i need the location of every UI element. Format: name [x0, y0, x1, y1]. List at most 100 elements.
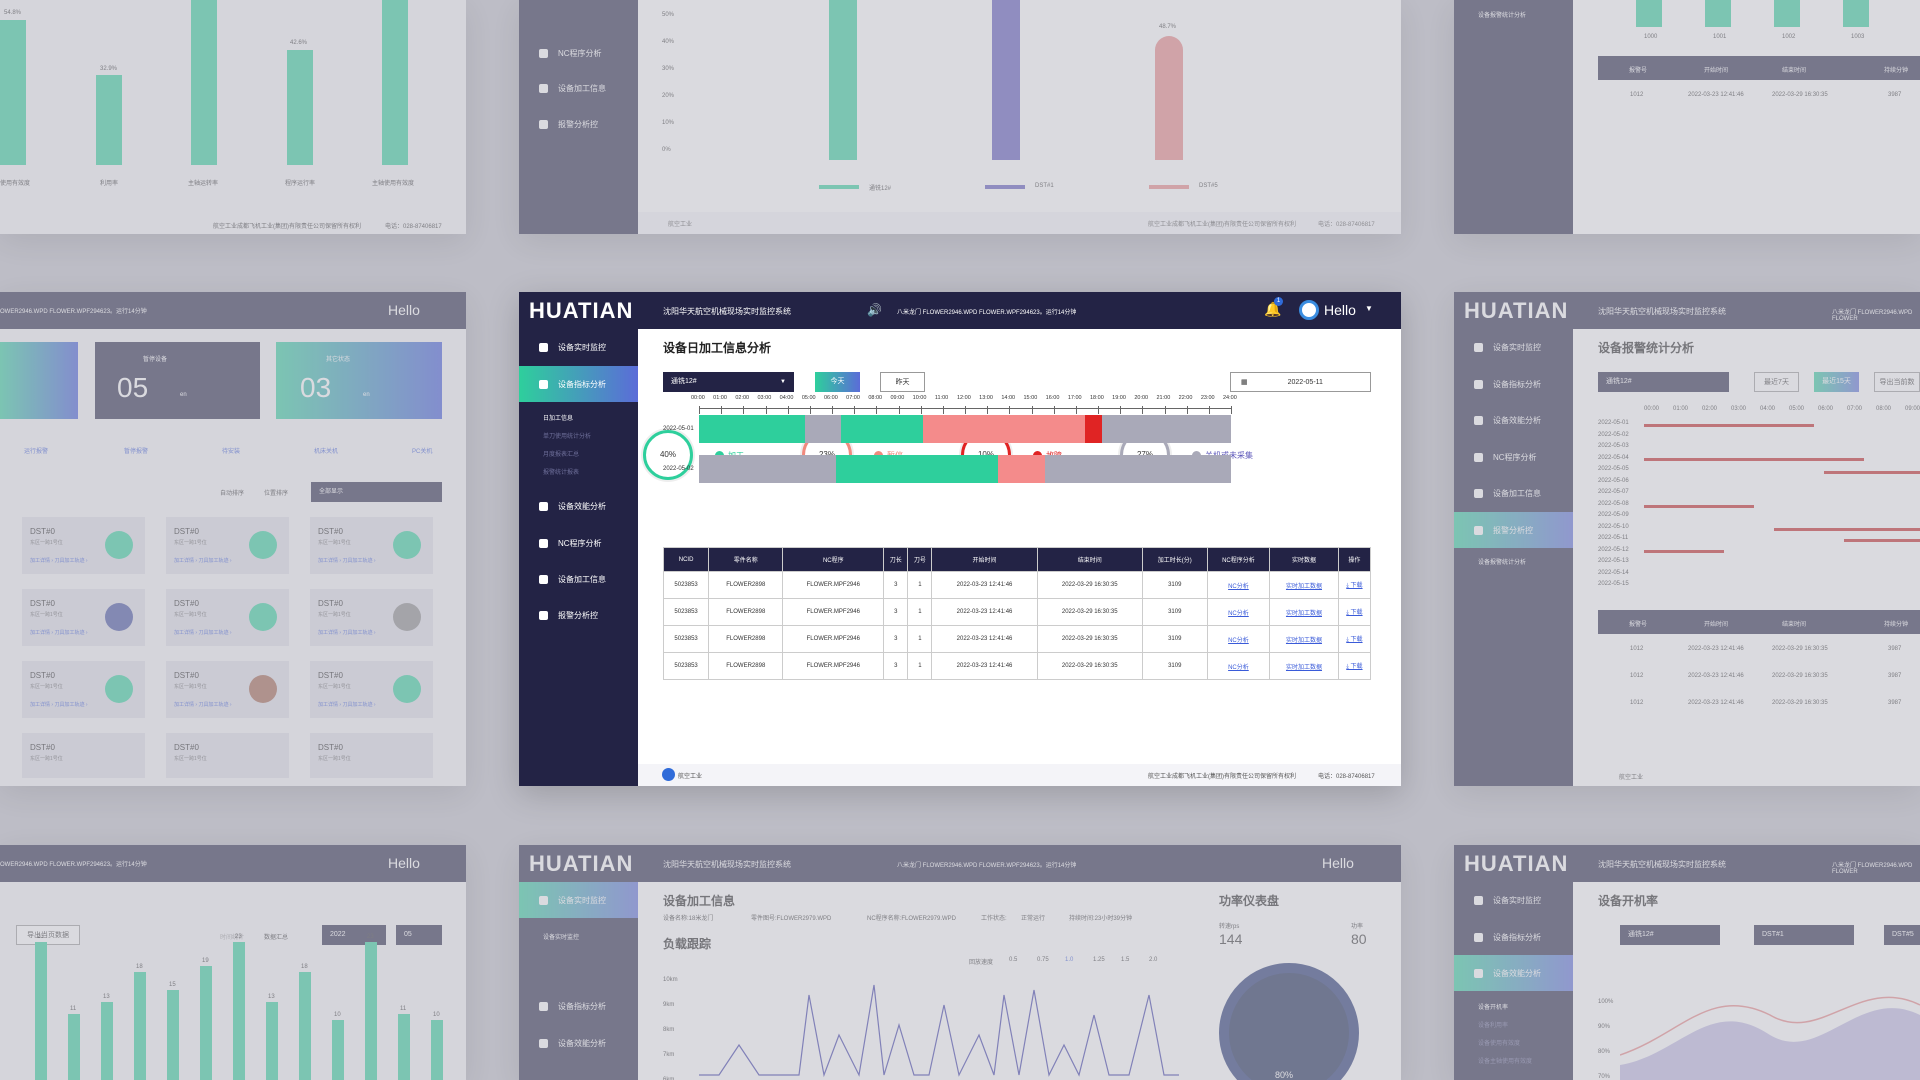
menu-item-index[interactable]: 设备指标分析	[519, 366, 638, 402]
table-row: 5023853 FLOWER2898 FLOWER.MPF2946 3 1 2022-03…	[662, 598, 1372, 626]
menu-item-alarm[interactable]: 报警分析控	[1454, 512, 1573, 548]
device-card[interactable]: DST#0 东区一跨1号位 加工详情 › 刀具加工轨迹 ›	[166, 589, 289, 646]
export-page-button[interactable]: 导出当页数据	[16, 925, 80, 945]
grid-icon	[1474, 895, 1483, 905]
speed-option[interactable]: 1.25	[1093, 957, 1105, 963]
bg-panel-top-mid: NC程序分析 设备加工信息 报警分析控 48.7% 50% 40% 30% 20…	[519, 0, 1401, 234]
timeline-segment	[1084, 415, 1103, 443]
menu-item-index[interactable]: 设备指标分析	[519, 988, 638, 1024]
speed-option[interactable]: 0.5	[1009, 957, 1018, 963]
device-select[interactable]: 通铣12#	[1598, 372, 1729, 392]
device-select-3[interactable]: DST#5	[1884, 925, 1920, 945]
chevron-down-icon: ▼	[780, 379, 786, 385]
menu-item-nc[interactable]: NC程序分析	[1454, 439, 1573, 475]
device-card[interactable]: DST#0 东区一跨1号位 加工详情 › 刀具加工轨迹 ›	[310, 517, 433, 574]
device-card[interactable]: DST#0 东区一跨1号位	[166, 733, 289, 778]
year-select[interactable]: 2022	[322, 925, 386, 945]
menu-item-efficiency[interactable]: 设备效能分析	[519, 488, 638, 524]
menu-item-efficiency[interactable]: 设备效能分析	[1454, 955, 1573, 991]
export-button[interactable]: 导出当前数	[1874, 372, 1920, 392]
nc-analysis-link[interactable]: NC分析	[1228, 610, 1249, 617]
hour-tick	[743, 406, 745, 414]
submenu-tool-usage[interactable]: 单刀使用统计分析	[543, 434, 592, 440]
device-card[interactable]: DST#0 东区一跨1号位 加工详情 › 刀具加工轨迹 ›	[22, 517, 145, 574]
menu-item-realtime[interactable]: 设备实时监控	[519, 329, 638, 365]
nc-analysis-link[interactable]: NC分析	[1228, 583, 1249, 590]
hour-tick-label: 09:00	[1905, 406, 1920, 412]
last-7-days-button[interactable]: 最近7天	[1754, 372, 1799, 392]
speed-option[interactable]: 1.0	[1065, 957, 1074, 963]
device-select-1[interactable]: 通铣12#	[1620, 925, 1720, 945]
table-cell: 实时加工数据	[1269, 598, 1339, 626]
submenu-alarm-report[interactable]: 报警统计报表	[543, 470, 580, 476]
realtime-data-link[interactable]: 实时加工数据	[1285, 610, 1322, 617]
menu-item-realtime[interactable]: 设备实时监控	[519, 882, 638, 918]
table-cell: 2022-03-23 12:41:46	[931, 571, 1038, 599]
y-tick: 50%	[662, 12, 675, 18]
last-15-days-button[interactable]: 最近15天	[1814, 372, 1859, 392]
hour-tick	[987, 406, 989, 414]
load-line-chart	[699, 984, 1179, 1078]
status-card-pause: 暂停设备 05 en	[95, 342, 260, 419]
axis-label: 利用率	[100, 181, 119, 187]
menu-item-realtime[interactable]: 设备实时监控	[1454, 329, 1573, 365]
menu-item-realtime[interactable]: 设备实时监控	[1454, 882, 1573, 918]
device-card[interactable]: DST#0 东区一跨1号位 加工详情 › 刀具加工轨迹 ›	[166, 517, 289, 574]
device-card[interactable]: DST#0 东区一跨1号位	[22, 733, 145, 778]
device-select-2[interactable]: DST#1	[1754, 925, 1854, 945]
hour-tick-label: 01:00	[713, 395, 727, 401]
table-cell: 实时加工数据	[1269, 625, 1339, 653]
avatar[interactable]	[1299, 300, 1319, 320]
speed-option[interactable]: 1.5	[1121, 957, 1130, 963]
submenu-monthly-report[interactable]: 月度报表汇总	[543, 452, 580, 458]
table-cell: 5023853	[662, 598, 710, 626]
menu-item-efficiency[interactable]: 设备效能分析	[1454, 402, 1573, 438]
submenu-daily-info[interactable]: 日加工信息	[543, 416, 574, 422]
month-select[interactable]: 05	[396, 925, 442, 945]
realtime-data-link[interactable]: 实时加工数据	[1285, 664, 1322, 671]
device-card[interactable]: DST#0 东区一跨1号位 加工详情 › 刀具加工轨迹 ›	[22, 661, 145, 718]
date-tick-label: 2022-05-14	[1598, 569, 1629, 576]
hour-tick-label: 20:00	[1134, 395, 1149, 401]
menu-item-index[interactable]: 设备指标分析	[1454, 919, 1573, 955]
device-select[interactable]: 通铣12# ▼	[663, 372, 794, 392]
today-button[interactable]: 今天	[815, 372, 860, 392]
speed-option[interactable]: 0.75	[1037, 957, 1049, 963]
download-link[interactable]: ⤓ 下载	[1346, 610, 1363, 616]
y-tick: 10%	[662, 120, 675, 126]
nc-analysis-link[interactable]: NC分析	[1228, 664, 1249, 671]
menu-item-index[interactable]: 设备指标分析	[1454, 366, 1573, 402]
menu-item-nc[interactable]: NC程序分析	[519, 525, 638, 561]
display-select[interactable]: 全部显示	[311, 482, 442, 502]
realtime-data-link[interactable]: 实时加工数据	[1285, 637, 1322, 644]
menu-item-nc[interactable]: NC程序分析	[519, 35, 638, 71]
nc-analysis-link[interactable]: NC分析	[1228, 637, 1249, 644]
yesterday-button[interactable]: 昨天	[880, 372, 925, 392]
menu-item-alarm[interactable]: 报警分析控	[519, 597, 638, 633]
device-card[interactable]: DST#0 东区一跨1号位	[310, 733, 433, 778]
device-card[interactable]: DST#0 东区一跨1号位 加工详情 › 刀具加工轨迹 ›	[310, 589, 433, 646]
realtime-data-link[interactable]: 实时加工数据	[1285, 583, 1322, 590]
chevron-down-icon[interactable]: ▼	[1365, 304, 1373, 313]
device-card[interactable]: DST#0 东区一跨1号位 加工详情 › 刀具加工轨迹 ›	[22, 589, 145, 646]
header: OWER2946.WPD FLOWER.WPF294623。运行14分钟 Hel…	[0, 292, 466, 329]
timeline-segment	[699, 455, 837, 483]
menu-item-process-info[interactable]: 设备加工信息	[519, 70, 638, 106]
bar	[101, 1002, 113, 1080]
user-greeting[interactable]: Hello	[1324, 302, 1356, 318]
device-card[interactable]: DST#0 东区一跨1号位 加工详情 › 刀具加工轨迹 ›	[166, 661, 289, 718]
download-link[interactable]: ⤓ 下载	[1346, 637, 1363, 643]
download-link[interactable]: ⤓ 下载	[1346, 583, 1363, 589]
menu-item-alarm[interactable]: 报警分析控	[519, 106, 638, 142]
download-link[interactable]: ⤓ 下载	[1346, 664, 1363, 670]
menu-item-process-info[interactable]: 设备加工信息	[519, 561, 638, 597]
menu-item-process-info[interactable]: 设备加工信息	[1454, 475, 1573, 511]
status-card-other: 其它状态 03 en	[276, 342, 442, 419]
speed-option[interactable]: 2.0	[1149, 957, 1158, 963]
bar-value: 13	[103, 994, 110, 1000]
device-card[interactable]: DST#0 东区一跨1号位 加工详情 › 刀具加工轨迹 ›	[310, 661, 433, 718]
speaker-icon[interactable]: 🔊	[867, 303, 882, 317]
date-picker[interactable]: ▦ 2022-05-11	[1230, 372, 1371, 392]
menu-item-efficiency[interactable]: 设备效能分析	[519, 1025, 638, 1061]
bar	[35, 942, 47, 1080]
